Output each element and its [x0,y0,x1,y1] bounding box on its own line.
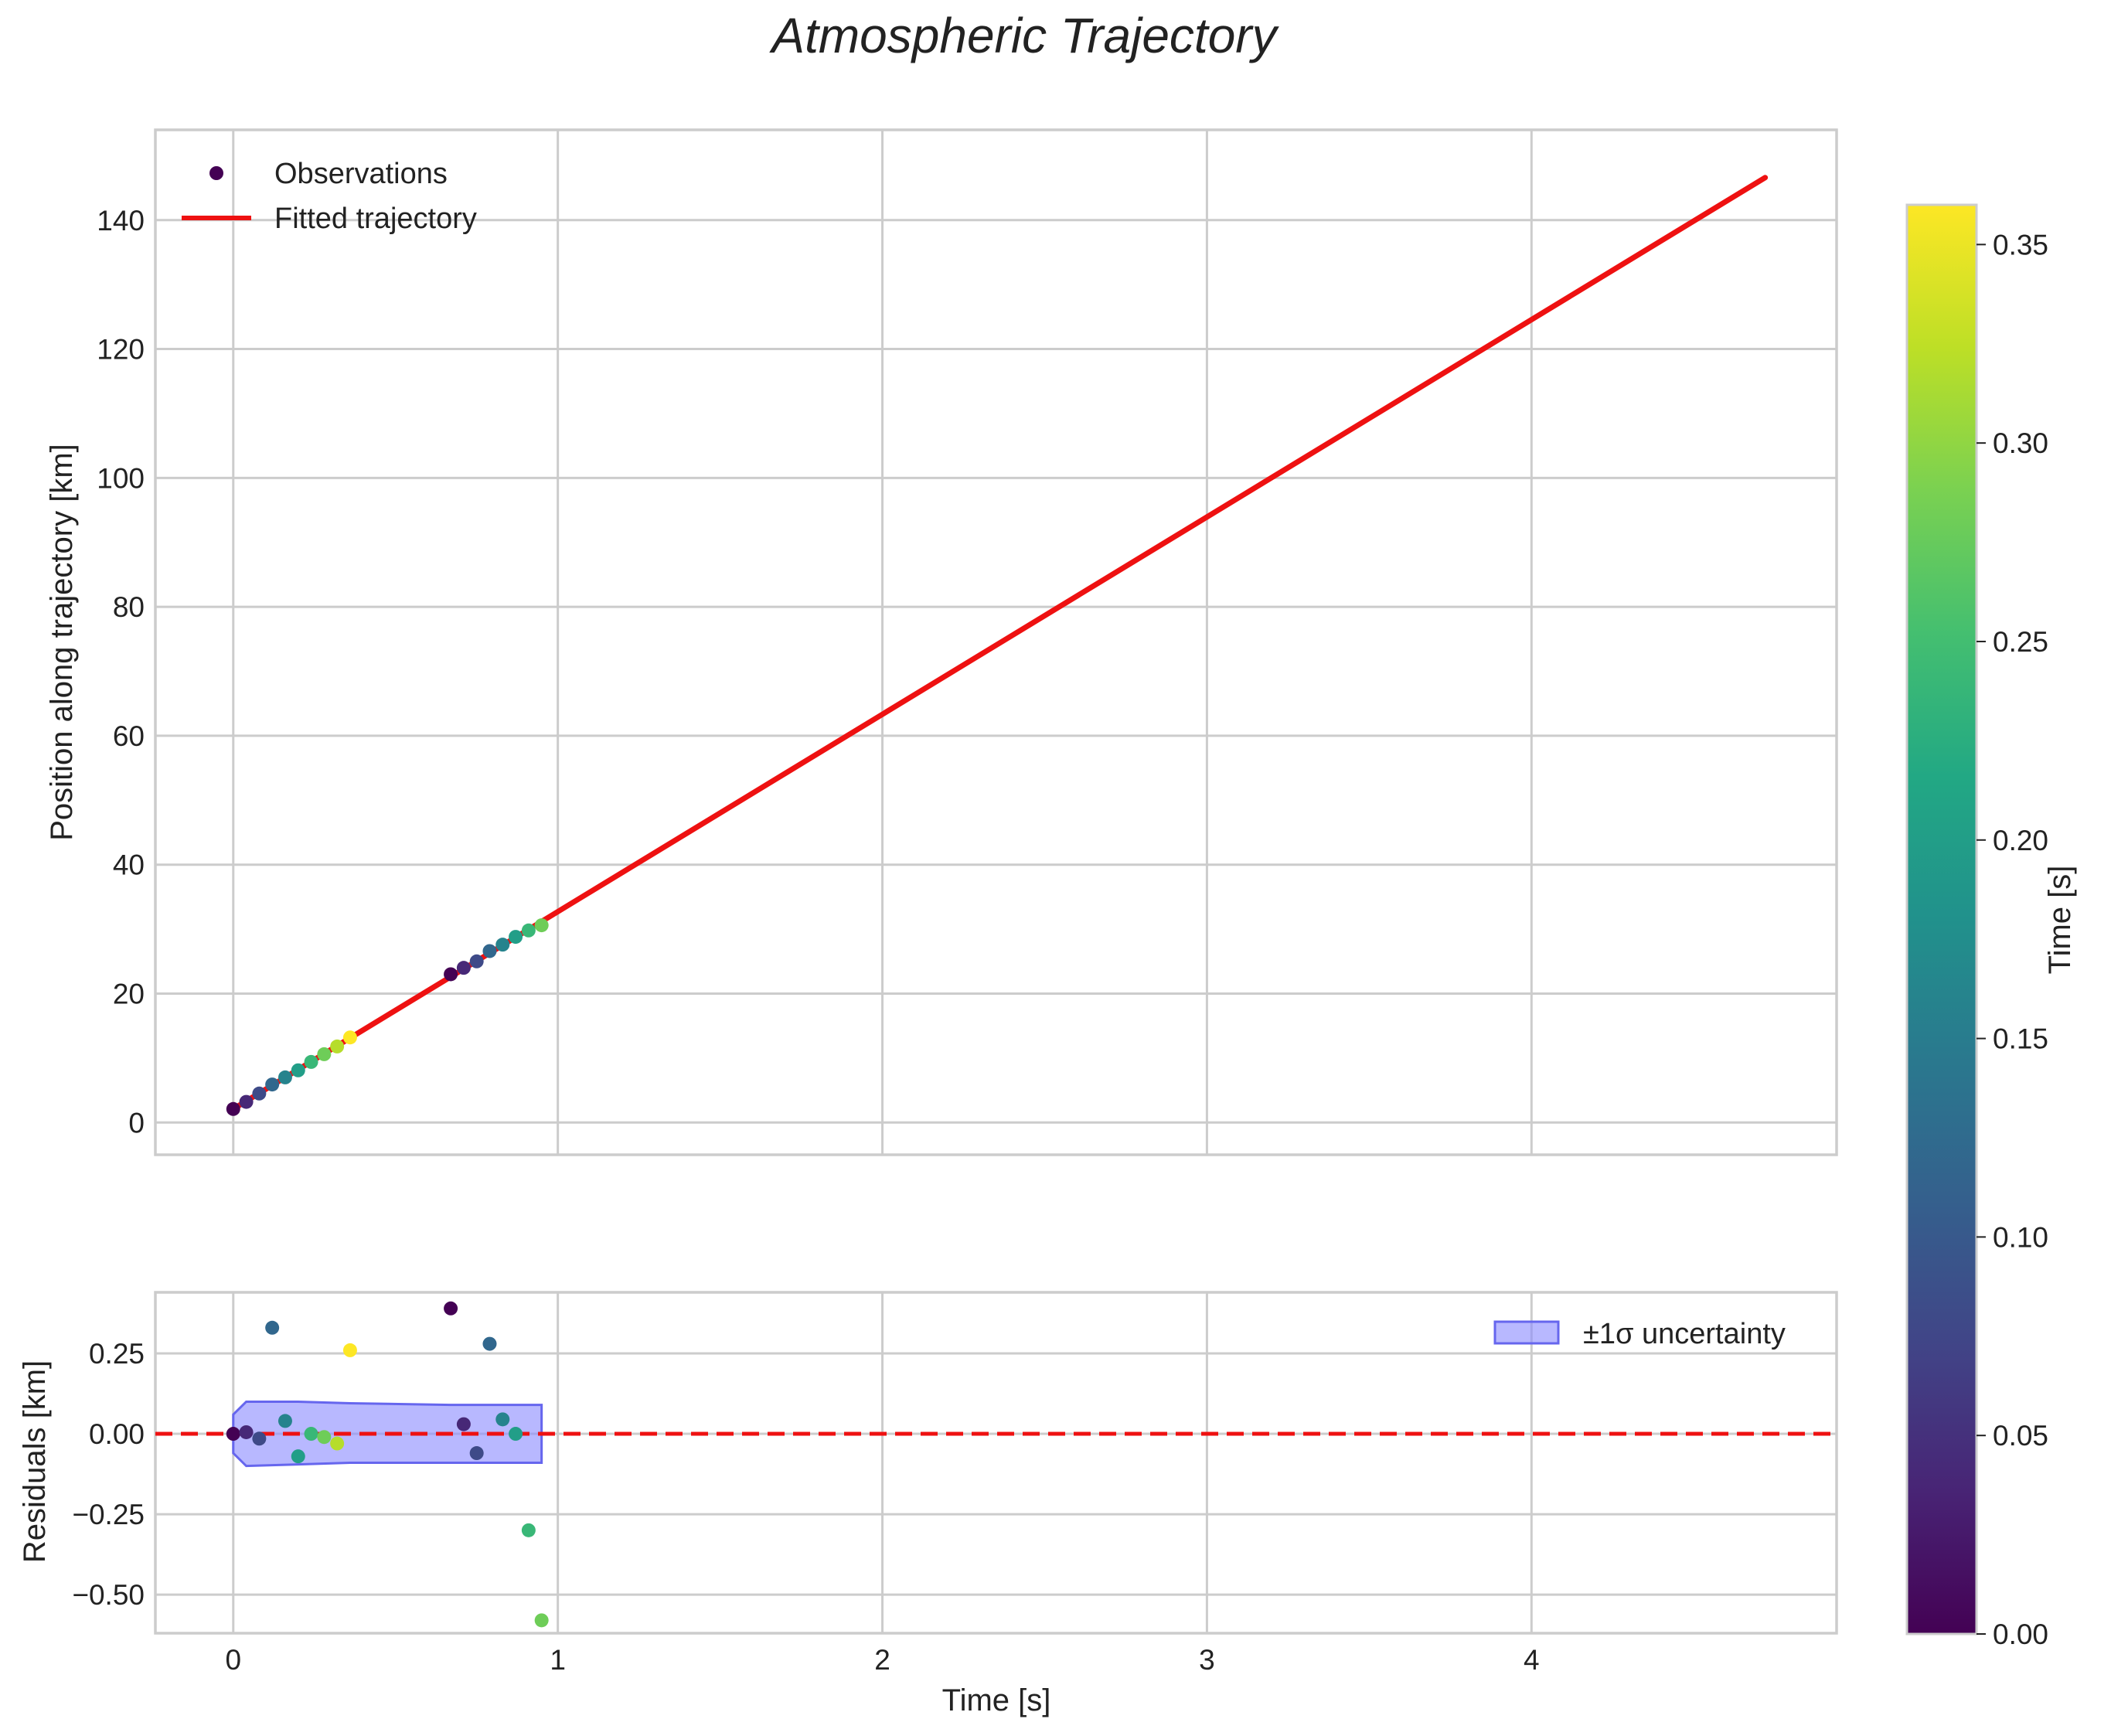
colorbar-tick-label: 0.15 [1993,1023,2048,1055]
residual-point [534,1613,549,1628]
main-y-tick-label: 20 [113,979,145,1010]
residuals-y-tick-label: −0.50 [72,1579,145,1611]
main-y-tick-label: 80 [113,591,145,623]
main-y-tick-label: 0 [128,1107,145,1139]
x-tick-label: 4 [1524,1644,1540,1676]
residual-point [265,1320,280,1335]
observation-point [456,961,471,975]
residuals-y-tick-label: 0.25 [89,1338,145,1370]
colorbar-label: Time [s] [2043,866,2077,975]
residuals-y-axis-label: Residuals [km] [18,1360,52,1563]
main-plot-panel: 0 20 40 60 80 100 120 140 Position along trajec… [45,128,1838,1156]
observation-point [521,923,536,938]
residual-point [469,1446,484,1461]
legend-observations-label: Observations [274,158,448,190]
observation-point [330,1039,345,1054]
legend-uncertainty-label: ±1σ uncertainty [1583,1318,1786,1350]
observation-point [317,1047,332,1061]
colorbar-tick-label: 0.10 [1993,1221,2048,1253]
observation-point [342,1030,357,1045]
colorbar-tick-label: 0.30 [1993,427,2048,459]
legend-uncertainty-swatch [1493,1320,1560,1345]
residuals-plot-frame [154,1291,1838,1635]
x-tick-label: 2 [874,1644,890,1676]
residual-point [330,1436,345,1451]
main-y-tick-labels: 0 20 40 60 80 100 120 140 [97,205,145,1139]
observation-point [265,1077,280,1092]
residual-point [482,1336,497,1351]
observation-point [304,1054,318,1069]
residuals-y-tick-label: 0.00 [89,1418,145,1450]
x-axis-label: Time [s] [942,1683,1051,1717]
observation-point [226,1101,240,1116]
residuals-y-tick-labels: 0.25 0.00 −0.25 −0.50 [72,1338,145,1611]
residual-point [444,1301,458,1316]
residual-point [317,1430,332,1445]
legend-fitted-label: Fitted trajectory [274,203,477,235]
residual-point [521,1523,536,1537]
main-y-tick-label: 100 [97,462,145,494]
x-tick-label: 1 [550,1644,566,1676]
observation-point [252,1086,267,1101]
colorbar-tick-label: 0.20 [1993,825,2048,856]
colorbar-tick-label: 0.00 [1993,1619,2048,1650]
residuals-gridlines [155,1292,1837,1633]
observation-point [482,944,497,958]
residuals-legend: ±1σ uncertainty [1493,1318,1786,1350]
colorbar-tick-label: 0.25 [1993,626,2048,658]
colorbar-tick-label: 0.35 [1993,229,2048,260]
residual-point [456,1417,471,1431]
residual-point [226,1427,240,1442]
observation-point [534,918,549,933]
residual-point [277,1414,292,1428]
residual-point [495,1412,510,1427]
residuals-series [226,1301,549,1628]
observation-point [469,954,484,968]
observation-point [509,930,523,945]
main-y-tick-label: 40 [113,849,145,881]
residual-point [239,1425,254,1439]
residuals-x-tick-labels: 0 1 2 3 4 [225,1644,1539,1676]
residual-point [291,1449,305,1464]
observation-point [495,938,510,952]
colorbar-tick-labels: 0.00 0.05 0.10 0.15 0.20 0.25 0.30 0.35 [1977,229,2048,1650]
colorbar-gradient [1905,203,1978,1636]
main-y-tick-label: 120 [97,334,145,366]
observation-point [444,967,458,982]
residual-point [342,1343,357,1357]
chart-title: Atmospheric Trajectory [768,8,1279,63]
colorbar-tick-label: 0.05 [1993,1420,2048,1452]
observation-point [277,1070,292,1084]
main-legend: Observations Fitted trajectory [182,158,477,235]
main-plot-frame [154,128,1838,1156]
observations-series [226,918,549,1116]
x-tick-label: 0 [225,1644,241,1676]
legend-observations-marker [209,166,223,180]
x-tick-label: 3 [1199,1644,1215,1676]
residual-point [304,1427,318,1442]
observation-point [291,1063,305,1077]
residuals-y-tick-label: −0.25 [72,1499,145,1530]
main-y-tick-label: 60 [113,720,145,752]
residual-point [252,1431,267,1446]
observation-point [239,1094,254,1109]
main-gridlines [155,130,1837,1155]
main-y-axis-label: Position along trajectory [km] [45,444,79,841]
time-colorbar: 0.00 0.05 0.10 0.15 0.20 0.25 0.30 0.35 Time [s… [1905,203,2077,1650]
residual-point [509,1427,523,1442]
main-y-tick-label: 140 [97,205,145,237]
